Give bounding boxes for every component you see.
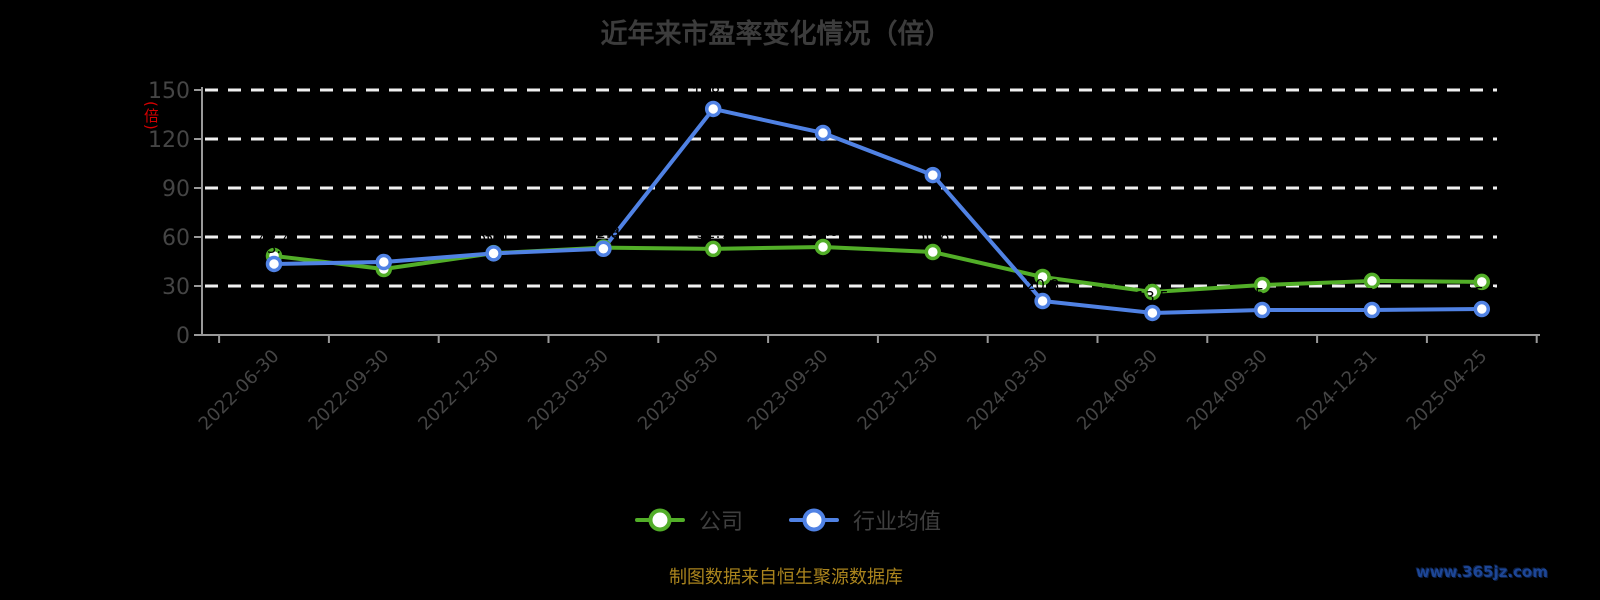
y-axis-label: 150 <box>148 79 190 104</box>
data-point-industry[interactable] <box>704 100 722 118</box>
data-point-value-label: 53.9 <box>806 222 839 240</box>
data-point-value-label: 52.8 <box>587 224 620 242</box>
x-axis-label: 2022-12-30 <box>414 346 503 435</box>
x-axis-label: 2022-09-30 <box>305 346 394 435</box>
data-point-company[interactable] <box>1253 276 1271 294</box>
legend-item-industry[interactable]: 行业均值 <box>789 504 941 536</box>
data-point-company[interactable] <box>814 238 832 256</box>
y-axis-label: 30 <box>162 275 190 300</box>
x-axis-label: 2023-03-30 <box>524 346 613 435</box>
data-source-note: 制图数据来自恒生聚源数据库 <box>669 567 903 588</box>
data-point-industry[interactable] <box>924 166 942 184</box>
x-axis-label: 2024-06-30 <box>1073 346 1162 435</box>
legend-item-company[interactable]: 公司 <box>634 504 743 536</box>
data-point-value-label: 40.4 <box>367 244 400 262</box>
chart-canvas: 0 30 60 90 120 150 2022-06-30 2022-09-30 2022-12… <box>148 79 1540 435</box>
site-watermark: www.365jz.com <box>1415 563 1548 581</box>
y-axis-label: 120 <box>148 128 190 153</box>
data-point-value-label: 35.5 <box>1026 252 1059 270</box>
data-point-value-label: 15.3 <box>1245 285 1278 303</box>
data-point-company[interactable] <box>924 243 942 261</box>
data-point-industry[interactable] <box>1144 304 1161 322</box>
data-point-industry[interactable] <box>1363 301 1381 319</box>
data-point-value-label: 20.8 <box>1026 276 1059 294</box>
data-point-value-label: 26.3 <box>1136 267 1169 285</box>
data-point-company[interactable] <box>1363 272 1381 290</box>
data-point-industry[interactable] <box>1253 301 1271 319</box>
legend-dot-icon <box>802 508 826 532</box>
data-point-company[interactable] <box>1034 268 1051 286</box>
data-point-value-label: 30.6 <box>1245 260 1278 278</box>
x-axis-label: 2024-12-31 <box>1293 346 1382 435</box>
data-point-value-label: 50.8 <box>916 227 949 245</box>
data-point-industry[interactable] <box>814 124 832 142</box>
x-axis-label: 2025-04-25 <box>1403 346 1492 435</box>
data-point-industry[interactable] <box>485 245 502 262</box>
data-point-industry[interactable] <box>375 253 393 271</box>
chart-title: 近年来市盈率变化情况（倍） <box>600 19 952 50</box>
data-point-value-label: 97.9 <box>916 150 949 168</box>
data-point-company[interactable] <box>1473 273 1491 291</box>
data-point-value-label: 33.1 <box>1355 256 1388 274</box>
data-point-value-label: 123.7 <box>802 108 845 126</box>
legend-line-marker-industry <box>789 508 839 532</box>
data-point-industry[interactable] <box>1034 292 1051 310</box>
legend-dot-icon <box>648 508 672 532</box>
data-point-industry[interactable] <box>1473 300 1491 318</box>
data-point-value-label: 43.5 <box>257 239 290 257</box>
data-point-industry[interactable] <box>595 240 612 258</box>
legend-item-label: 公司 <box>698 510 743 535</box>
data-point-value-label: 15.3 <box>1355 285 1388 303</box>
y-axis-unit-label: (倍) <box>142 101 160 131</box>
data-point-company[interactable] <box>704 240 722 258</box>
data-point-value-label: 53.5 <box>587 223 620 241</box>
data-point-industry[interactable] <box>265 255 283 273</box>
data-point-value-label: 44.7 <box>367 237 400 255</box>
y-axis-label: 0 <box>176 324 190 349</box>
legend-line-marker-company <box>634 508 685 532</box>
x-axis-label: 2024-09-30 <box>1183 346 1272 435</box>
series-line-industry <box>272 106 1484 315</box>
data-point-value-label: 48.4 <box>257 231 290 249</box>
data-point-value-label: 50.1 <box>477 228 510 246</box>
x-axis-label: 2023-09-30 <box>744 346 833 435</box>
data-point-value-label: 13.5 <box>1136 288 1169 306</box>
data-point-value-label: 15.9 <box>1465 284 1498 302</box>
x-axis-label: 2023-06-30 <box>634 346 723 435</box>
x-axis-label: 2024-03-30 <box>963 346 1052 435</box>
data-point-value-label: 138.4 <box>692 84 735 102</box>
legend-item-label: 行业均值 <box>853 510 942 535</box>
y-axis-label: 90 <box>162 177 190 202</box>
data-point-value-label: 32.5 <box>1465 257 1498 275</box>
legend: 公司 行业均值 <box>634 504 941 536</box>
data-point-value-label: 52.7 <box>696 224 729 242</box>
x-axis-label: 2023-12-30 <box>854 346 943 435</box>
data-point-company[interactable] <box>1144 283 1161 301</box>
y-axis-label: 60 <box>162 226 190 251</box>
data-point-value-label: 50 <box>484 228 503 246</box>
x-axis-label: 2022-06-30 <box>195 346 284 435</box>
